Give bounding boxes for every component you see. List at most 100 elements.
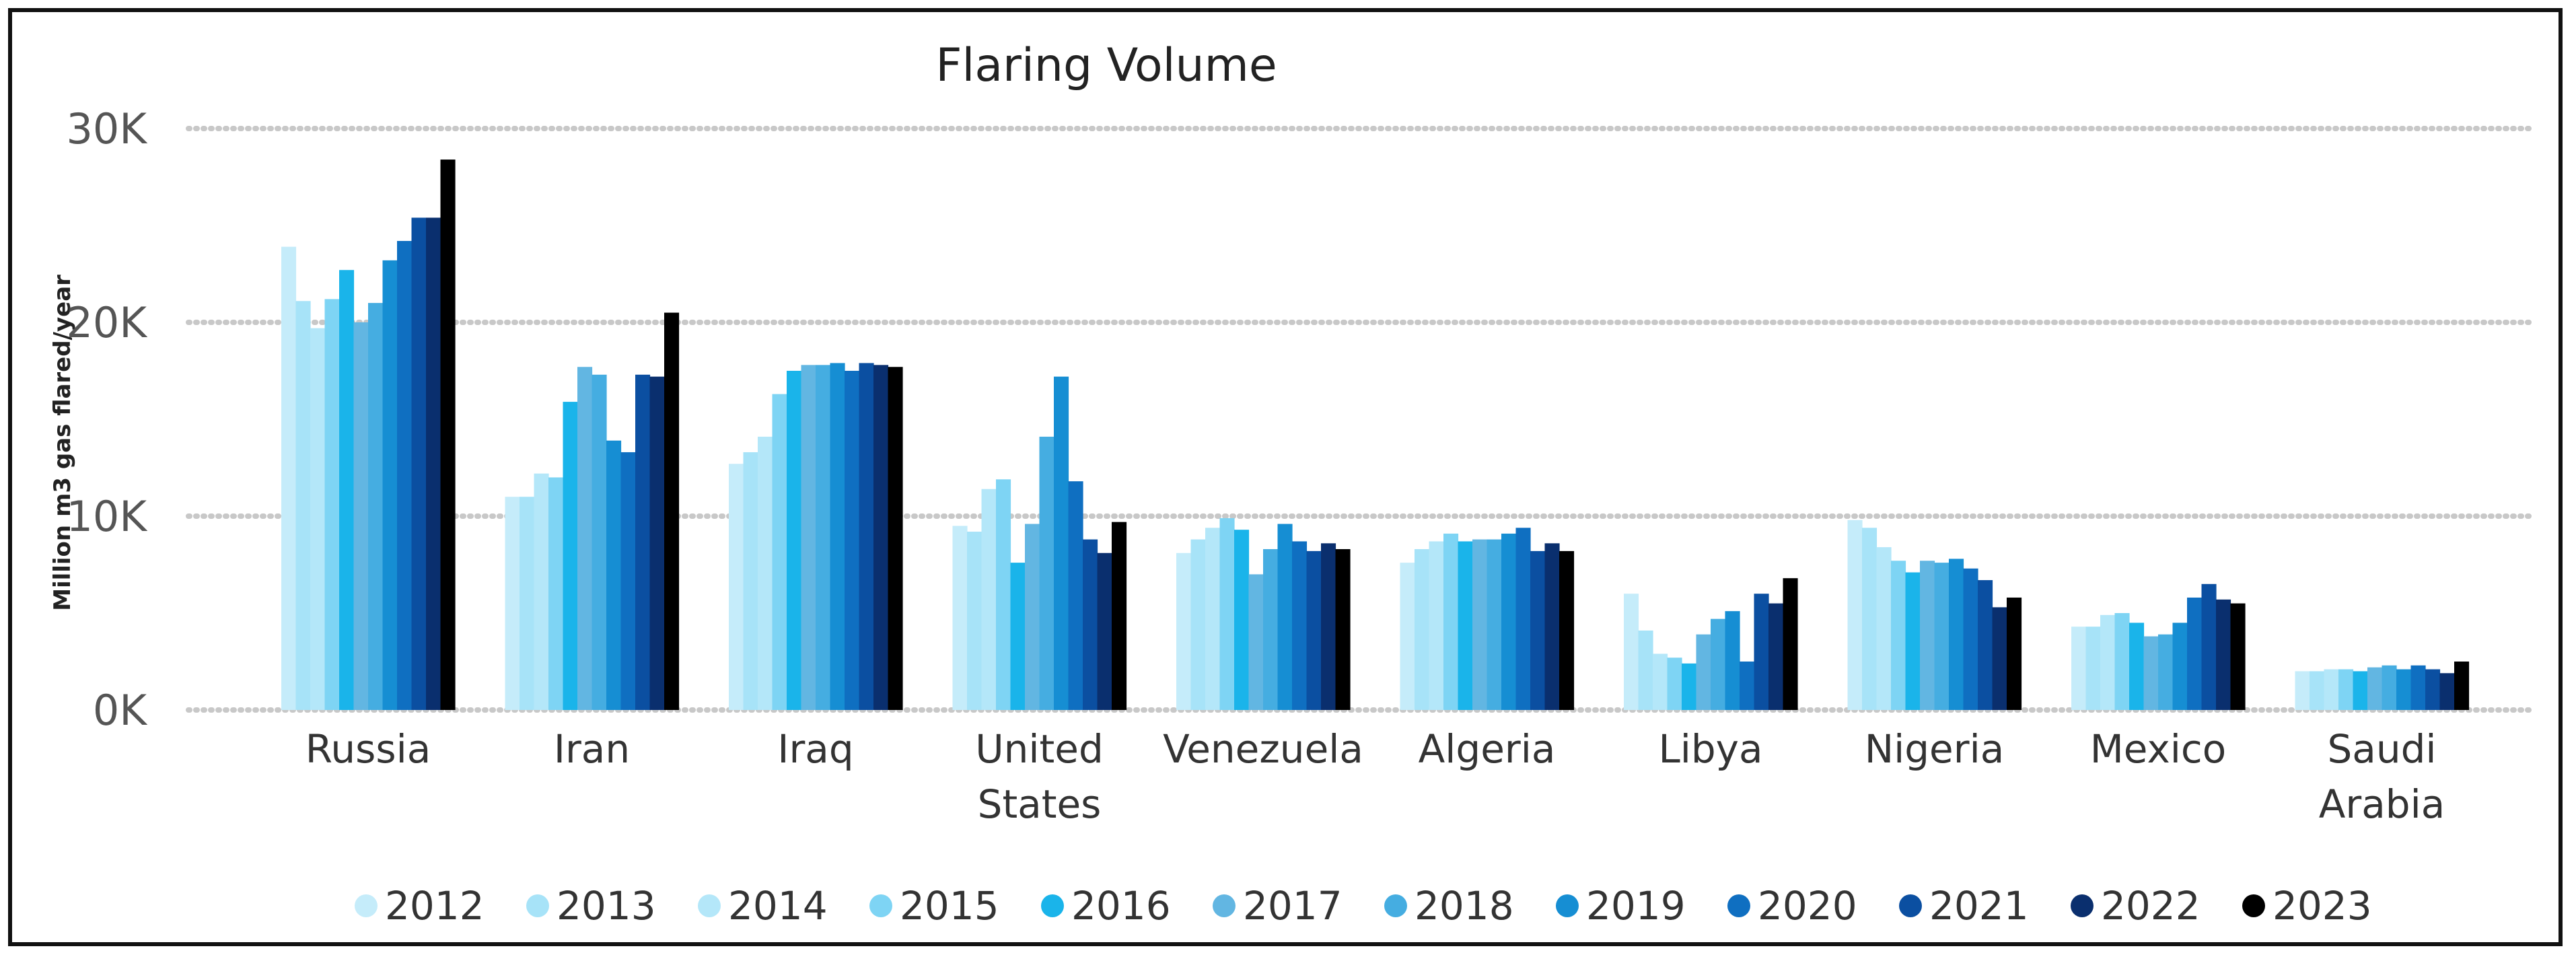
x-tick-label: United States [975,726,1104,827]
legend-item-2012[interactable]: 2012 [355,883,485,929]
legend-marker [1384,894,1407,917]
bar-2012-nigeria [1847,520,1863,710]
bar-2013-algeria [1415,548,1430,710]
legend-item-2019[interactable]: 2019 [1556,883,1686,929]
legend-item-2015[interactable]: 2015 [869,883,999,929]
y-tick-label: 0K [93,686,147,735]
bar-2016-algeria [1458,541,1473,710]
legend-label: 2017 [1243,883,1343,929]
bar-2015-algeria [1443,533,1459,710]
legend-item-2022[interactable]: 2022 [2071,883,2201,929]
bar-2017-nigeria [1920,561,1935,710]
bar-2018-algeria [1487,539,1502,710]
x-tick-label: Nigeria [1865,726,2005,772]
bar-2018-russia [368,303,384,710]
bar-2021-iran [635,374,651,710]
legend-marker [1727,894,1750,917]
legend-label: 2018 [1415,883,1514,929]
bar-2015-iraq [772,394,787,710]
bar-2016-venezuela [1234,530,1250,710]
bar-2014-russia [310,328,326,710]
bar-2021-nigeria [1978,580,1993,710]
bar-2016-mexico [2129,622,2145,710]
bar-2013-nigeria [1862,528,1877,710]
bar-2013-russia [295,301,311,710]
bar-2014-iraq [758,436,773,710]
legend-label: 2014 [728,883,828,929]
legend-marker [2242,894,2265,917]
bar-2023-libya [1783,578,1798,710]
legend-item-2020[interactable]: 2020 [1727,883,1857,929]
bar-2016-iran [563,402,578,710]
legend-marker [869,894,892,917]
bar-2020-iraq [845,371,860,710]
bar-2019-mexico [2172,622,2188,710]
bar-group-saudi-arabia [2295,662,2470,710]
bar-group-nigeria [1847,520,2022,710]
bar-2012-libya [1624,594,1639,710]
bar-2022-united-states [1097,553,1112,710]
bar-2014-libya [1653,653,1668,710]
legend-item-2021[interactable]: 2021 [1899,883,2029,929]
bar-2017-iran [577,367,593,710]
legend-label: 2021 [1929,883,2029,929]
bar-2015-russia [324,299,340,710]
bar-2016-libya [1682,663,1697,710]
y-axis-ticks: 0K 10K 20K 30K [66,104,147,735]
legend-item-2013[interactable]: 2013 [526,883,656,929]
bar-2020-libya [1740,662,1755,710]
bar-2023-algeria [1559,550,1575,710]
legend-label: 2020 [1758,883,1857,929]
bar-2017-united-states [1025,524,1040,710]
bar-2020-algeria [1515,528,1531,710]
x-tick-label: Iraq [777,726,853,772]
chart-frame: Flaring Volume Million m3 gas flared/yea… [8,8,2563,946]
legend-marker [1556,894,1579,917]
bar-group-russia [281,159,456,711]
bar-group-iraq [729,363,903,710]
bar-2017-venezuela [1248,574,1264,710]
bar-2022-libya [1768,603,1784,710]
bar-2020-venezuela [1292,541,1308,710]
legend-item-2014[interactable]: 2014 [698,883,828,929]
bar-2017-iraq [801,365,816,710]
legend-item-2018[interactable]: 2018 [1384,883,1514,929]
bar-2013-mexico [2085,627,2101,710]
legend-item-2016[interactable]: 2016 [1041,883,1171,929]
bar-2012-iraq [729,464,744,710]
x-tick-label: Algeria [1419,726,1556,772]
bar-2023-russia [440,159,456,710]
bar-2019-russia [382,260,398,711]
legend-label: 2016 [1071,883,1171,929]
y-axis-label: Million m3 gas flared/year [49,275,76,611]
legend-item-2023[interactable]: 2023 [2242,883,2372,929]
x-tick-label: Saudi Arabia [2319,726,2445,827]
bar-2013-venezuela [1190,539,1206,710]
legend-label: 2023 [2273,883,2372,929]
bar-2014-venezuela [1205,528,1221,710]
bar-2018-iran [592,374,607,710]
bar-2018-saudi-arabia [2382,665,2397,710]
bar-2015-saudi-arabia [2338,669,2354,710]
x-tick-label: Iran [554,726,630,772]
bar-2019-algeria [1501,533,1517,710]
bar-2019-united-states [1054,376,1069,710]
bar-2019-iran [606,440,622,710]
bar-2016-nigeria [1905,572,1921,710]
bar-2016-united-states [1010,563,1026,710]
legend-marker [1041,894,1064,917]
bar-2017-mexico [2143,636,2159,710]
bar-2022-iraq [873,365,889,710]
bar-2020-russia [397,241,413,710]
legend[interactable]: 2012 2013 2014 2015 2016 2017 2018 2019 2020 2021… [355,883,2372,929]
x-axis-ticks: Russia Iran Iraq United States Venezuela Alger… [306,726,2445,827]
bar-2014-nigeria [1876,547,1892,710]
legend-marker [1213,894,1236,917]
bar-group-mexico [2071,583,2246,710]
bar-2021-united-states [1083,539,1098,710]
legend-item-2017[interactable]: 2017 [1213,883,1343,929]
bar-2018-nigeria [1934,563,1949,710]
bar-2021-venezuela [1306,550,1322,710]
bar-2013-iraq [743,452,758,710]
bar-2019-nigeria [1949,559,1964,710]
